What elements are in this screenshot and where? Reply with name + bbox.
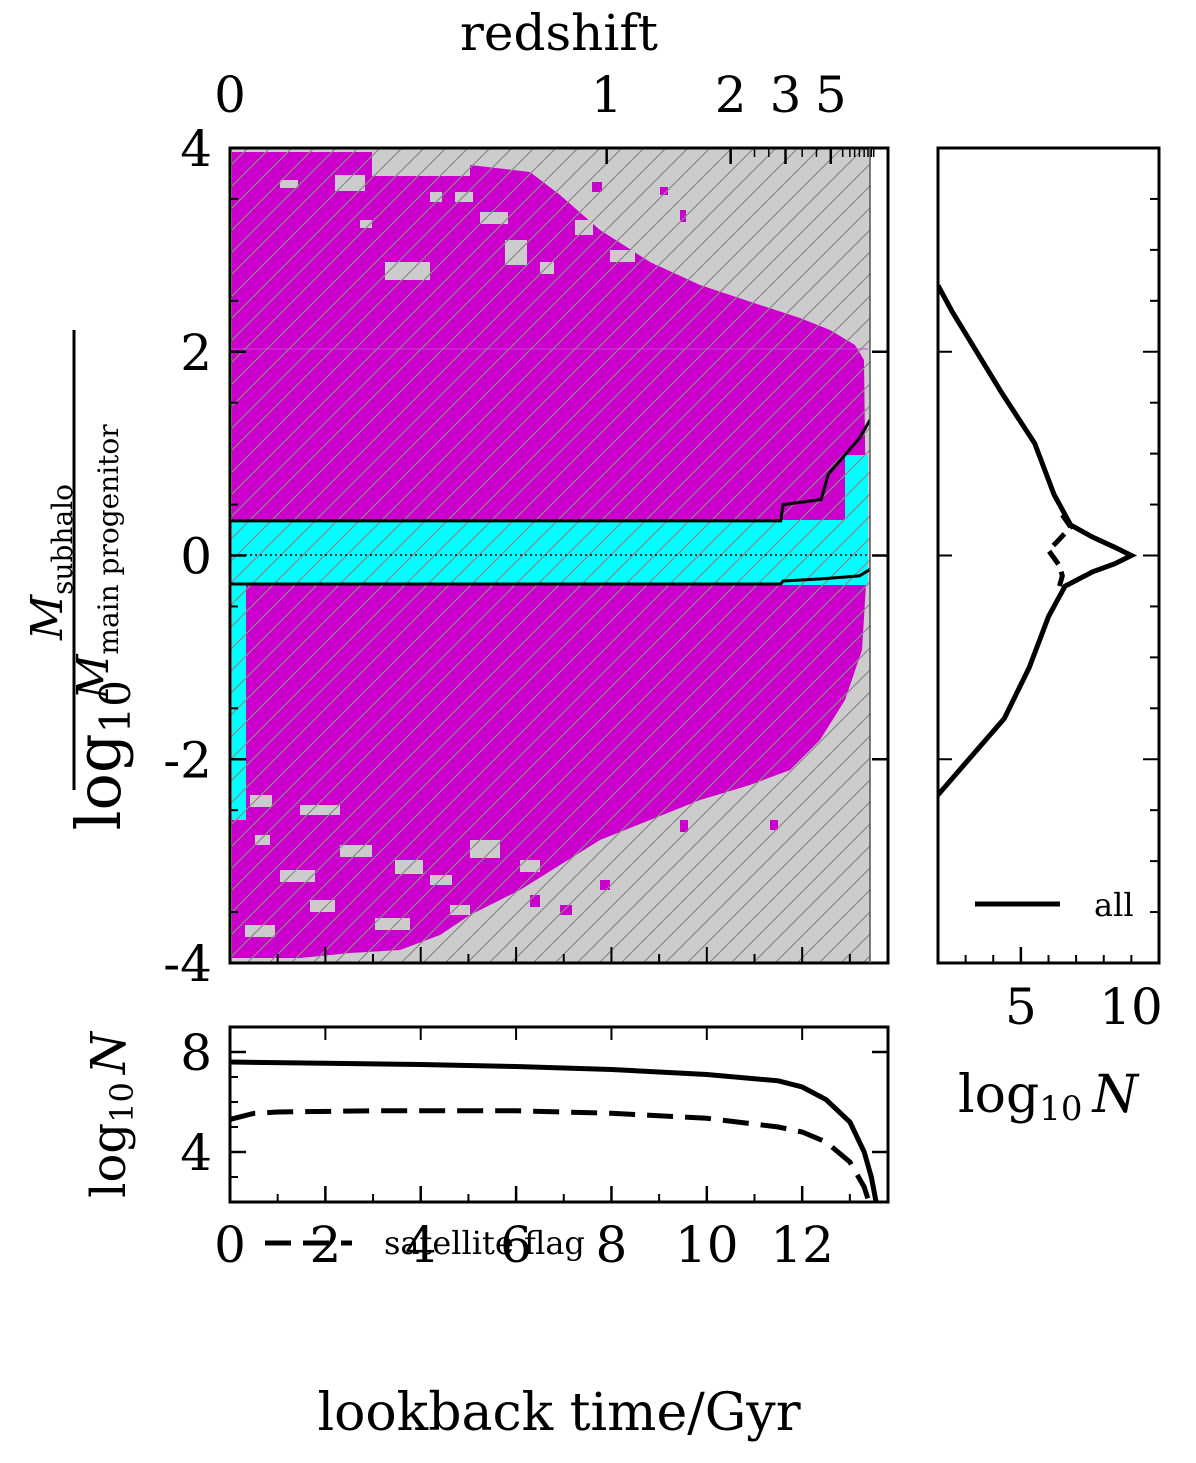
side-x-tick-label: 10 [1099,978,1163,1036]
svg-text:Mmain progenitor: Mmain progenitor [68,424,125,701]
bottom-x-tick-label: 10 [675,1216,739,1274]
lower-boundary-line [230,567,870,586]
main-y-tick-label: 0 [180,528,212,586]
main-y-tick-label: 2 [180,324,212,382]
bottom-y-tick-label: 4 [180,1124,212,1182]
bottom-x-tick-label: 4 [405,1216,437,1274]
side-x-ticks: 5 10 [964,947,1163,1036]
bottom-plot-frame [228,1025,890,1204]
redshift-tick-label: 1 [591,66,623,124]
upper-boundary-line [230,415,870,523]
redshift-tick-label: 3 [770,66,802,124]
redshift-tick-label: 2 [715,66,747,124]
side-y-ticks [938,147,1159,964]
redshift-tick-label: 5 [815,66,847,124]
main-y-ticks: 4 2 0 -2 -4 [163,120,888,993]
bottom-x-tick-label: 6 [500,1216,532,1274]
main-y-tick-label: 4 [180,120,212,178]
main-x-minor-ticks [229,947,851,963]
bottom-x-tick-label: 12 [770,1216,834,1274]
main-y-tick-label: -2 [163,731,212,789]
main-y-tick-label: -4 [163,935,212,993]
bottom-x-tick-label: 8 [596,1216,628,1274]
side-series-all-line [938,284,1138,797]
series-all-line [230,1059,879,1202]
bottom-y-axis-title: log10N [81,1030,141,1198]
series-satellite-line [230,1108,872,1202]
bottom-panel: 024681012 84 satellite flag lookback tim… [81,1024,890,1443]
side-panel: 5 10 all log10 N [936,146,1163,1129]
redshift-tick-label: 0 [214,66,246,124]
main-y-axis-title: log10 Msubhalo Mmain progenitor [22,330,140,830]
side-x-axis-title: log10 N [958,1065,1140,1129]
side-x-tick-label: 5 [1005,978,1037,1036]
x-axis-title: lookback time/Gyr [317,1383,800,1443]
legend-all-label: all [1094,886,1134,924]
svg-text:log10N: log10N [81,1030,141,1198]
svg-text:Msubhalo: Msubhalo [22,484,79,641]
bottom-y-tick-label: 8 [180,1024,212,1082]
legend-satellite-label: satellite flag [384,1224,585,1262]
side-series-satellite-line [1045,513,1074,587]
bottom-x-tick-label: 0 [214,1216,246,1274]
redshift-axis-title: redshift [460,4,658,62]
bottom-y-ticks: 84 [180,1024,888,1182]
bottom-x-ticks: 024681012 [214,1027,851,1274]
